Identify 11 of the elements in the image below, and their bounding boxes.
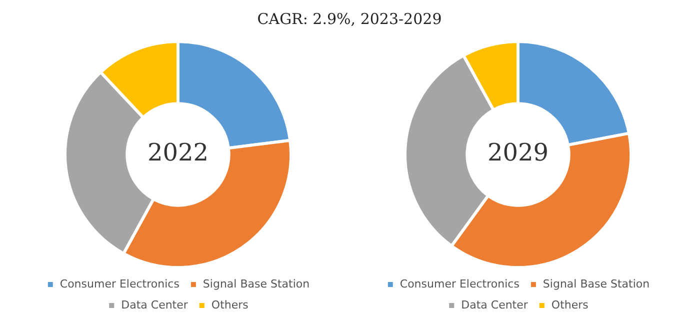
legend-label: Consumer Electronics [60,277,180,290]
legend-label: Others [211,298,249,312]
legend-label: Consumer Electronics [400,277,520,290]
legend-label: Signal Base Station [542,277,650,290]
legend-label: Data Center [121,298,188,312]
legend-label: Others [551,298,589,312]
legend-label: Data Center [461,298,528,312]
text: CAGR: 2.9%, 2023-2029 [257,10,442,28]
legend-label: Signal Base Station [202,277,310,290]
text: 2029 [487,138,549,167]
text: 2022 [147,138,209,167]
